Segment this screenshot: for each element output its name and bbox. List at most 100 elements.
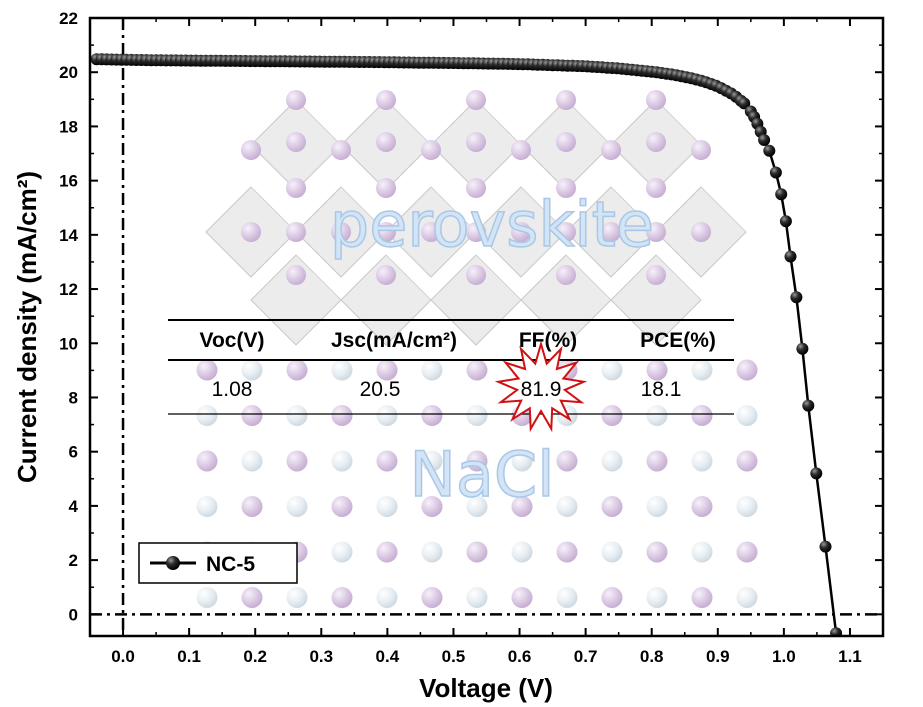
nacl-atom-white xyxy=(376,496,398,517)
nacl-atom-purple xyxy=(196,450,218,472)
x-tick-label: 0.5 xyxy=(442,647,466,666)
y-tick-label: 22 xyxy=(59,9,78,28)
x-axis-ticks: 0.0 0.1 0.2 0.3 0.4 0.5 0.6 0.7 0.8 0.9 1.0 1.1 xyxy=(111,18,862,666)
perovskite-atom xyxy=(646,178,666,198)
perovskite-atom xyxy=(376,90,396,110)
crystal-structure-illustration xyxy=(196,90,758,608)
legend-label-nc-5: NC-5 xyxy=(206,553,255,576)
perovskite-atom xyxy=(601,222,621,242)
perovskite-watermark: perovskite xyxy=(330,188,654,261)
y-axis-ticks: 0 2 4 6 8 10 12 14 16 18 20 22 xyxy=(59,9,883,624)
perovskite-atom xyxy=(286,222,306,242)
nacl-atom-purple xyxy=(511,587,533,608)
nacl-atom-purple xyxy=(286,359,308,381)
octahedron-facet xyxy=(566,100,611,145)
data-point xyxy=(758,134,771,146)
highlight-starburst-icon xyxy=(494,340,588,433)
data-point xyxy=(810,467,823,480)
perovskite-atom xyxy=(421,140,441,160)
legend: NC-5 xyxy=(138,542,298,584)
nacl-atom-white xyxy=(376,405,398,426)
nacl-watermark: NaCl xyxy=(410,438,555,511)
data-point xyxy=(775,188,788,201)
nacl-atom-purple xyxy=(466,450,488,472)
y-tick-label: 14 xyxy=(59,226,78,245)
perovskite-atom xyxy=(331,140,351,160)
table-value-pce: 18.1 xyxy=(641,378,682,401)
octahedron-facet xyxy=(341,187,386,232)
nacl-atom-purple xyxy=(241,496,263,517)
perovskite-atom xyxy=(241,140,261,160)
nacl-atom-purple xyxy=(241,587,263,608)
octahedron-facet xyxy=(476,255,521,300)
data-point xyxy=(790,291,803,304)
nacl-atom-white xyxy=(196,496,218,517)
octahedron-facet xyxy=(251,187,296,232)
table-header-voc: Voc(V) xyxy=(200,329,265,352)
nacl-atom-white xyxy=(196,587,218,608)
perovskite-atom xyxy=(646,90,666,110)
x-axis-title: Voltage (V) xyxy=(419,673,553,703)
perovskite-atom xyxy=(466,178,486,198)
x-tick-label: 0.9 xyxy=(706,647,730,666)
nacl-atom-white xyxy=(331,450,353,472)
nacl-atom-purple xyxy=(736,359,758,381)
nacl-atom-purple xyxy=(421,405,443,426)
perovskite-atom xyxy=(376,178,396,198)
nacl-atom-white xyxy=(691,450,713,472)
x-tick-label: 0.3 xyxy=(309,647,333,666)
nacl-atom-white xyxy=(556,587,578,608)
nacl-atom-purple xyxy=(331,587,353,608)
table-value-ff: 81.9 xyxy=(521,378,562,401)
perovskite-atom xyxy=(646,132,666,152)
nacl-atom-purple xyxy=(691,496,713,517)
y-tick-label: 12 xyxy=(59,280,78,299)
table-header-jsc: Jsc(mA/cm²) xyxy=(331,329,457,352)
reference-lines xyxy=(90,18,883,636)
data-point xyxy=(738,97,751,110)
perovskite-atom xyxy=(691,140,711,160)
perovskite-atom xyxy=(556,222,576,242)
perovskite-atom xyxy=(556,90,576,110)
octahedron-facet xyxy=(386,100,431,145)
nacl-atom-white xyxy=(736,587,758,608)
nacl-atom-white xyxy=(691,541,713,563)
table-value-jsc: 20.5 xyxy=(360,378,401,401)
perovskite-atom xyxy=(241,222,261,242)
nacl-atom-white xyxy=(511,541,533,563)
nacl-atom-white xyxy=(421,541,443,563)
perovskite-atom xyxy=(466,90,486,110)
x-tick-label: 0.2 xyxy=(243,647,267,666)
nacl-atom-purple xyxy=(241,405,263,426)
nacl-atom-white xyxy=(646,587,668,608)
perovskite-atom xyxy=(421,222,441,242)
nacl-atom-purple xyxy=(466,359,488,381)
y-tick-label: 0 xyxy=(69,605,78,624)
perovskite-atom xyxy=(556,132,576,152)
nacl-atom-purple xyxy=(286,450,308,472)
perovskite-atom xyxy=(556,178,576,198)
nacl-atom-purple xyxy=(646,450,668,472)
perovskite-atom xyxy=(691,222,711,242)
nacl-atom-white xyxy=(466,405,488,426)
x-tick-label: 0.7 xyxy=(574,647,598,666)
nacl-atom-purple xyxy=(511,496,533,517)
octahedron-facet xyxy=(296,255,341,300)
perovskite-atom xyxy=(466,222,486,242)
perovskite-atom xyxy=(466,132,486,152)
octahedron-facet xyxy=(521,187,566,232)
nacl-atom-white xyxy=(646,496,668,517)
data-point xyxy=(819,540,832,553)
perovskite-atom xyxy=(286,90,306,110)
data-point xyxy=(779,215,792,228)
nacl-atom-purple xyxy=(421,496,443,517)
nacl-atom-purple xyxy=(421,587,443,608)
nacl-atom-purple xyxy=(691,587,713,608)
octahedron-facet xyxy=(656,100,701,145)
octahedron-facet xyxy=(701,187,746,232)
nacl-atom-purple xyxy=(601,587,623,608)
nacl-atom-white xyxy=(736,405,758,426)
y-tick-label: 8 xyxy=(69,388,78,407)
nacl-atom-purple xyxy=(736,541,758,563)
perovskite-atom xyxy=(511,222,531,242)
